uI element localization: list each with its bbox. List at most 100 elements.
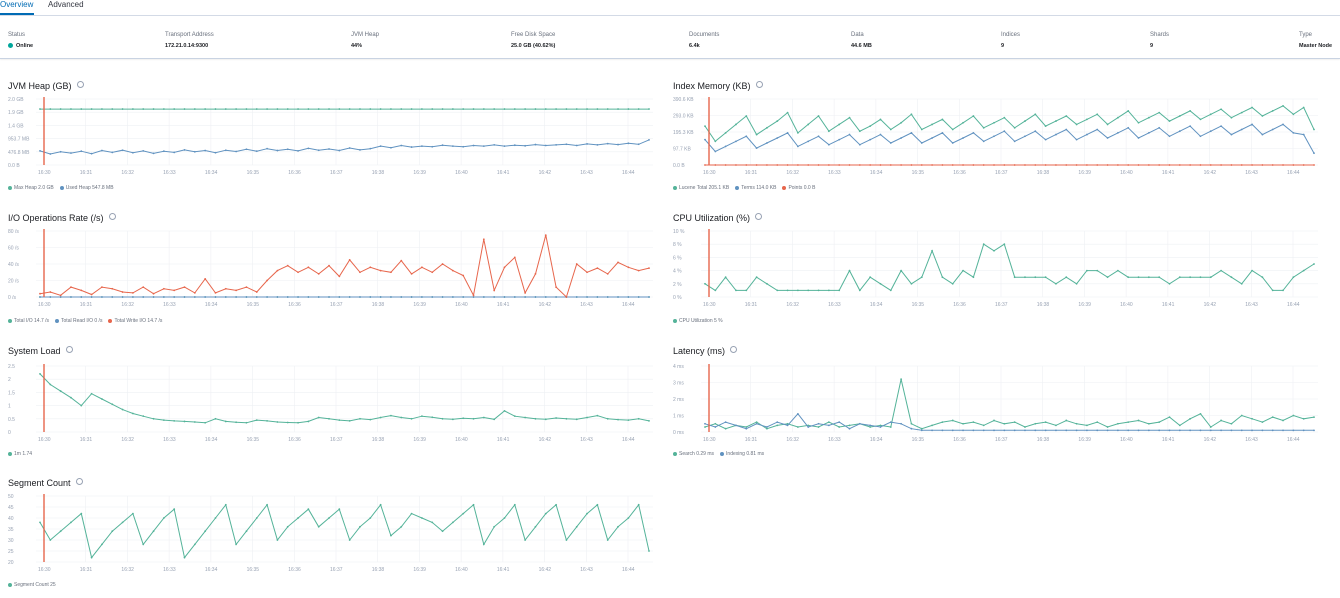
data-point <box>1147 116 1150 119</box>
data-point <box>400 296 403 298</box>
info-icon[interactable] <box>108 213 116 220</box>
y-tick-label: 40 <box>8 516 14 522</box>
y-tick-label: 953.7 MB <box>8 137 30 143</box>
data-point <box>920 164 923 166</box>
data-point <box>1127 276 1130 279</box>
data-point <box>224 296 227 298</box>
y-tick-label: 195.3 KB <box>673 130 694 136</box>
y-tick-label: 10 % <box>673 229 685 235</box>
data-point <box>1189 164 1192 166</box>
legend-item[interactable]: Terms 114.0 KB <box>735 184 776 192</box>
data-point <box>131 151 134 154</box>
data-point <box>565 539 568 541</box>
data-point <box>1261 115 1264 117</box>
x-tick-label: 16:40 <box>455 567 468 573</box>
data-point <box>245 421 248 424</box>
data-point <box>858 422 861 425</box>
data-point <box>131 108 134 110</box>
data-point <box>879 118 882 121</box>
jvm-heap-chart[interactable]: 0.0 B 476.8 MB 953.7 MB 1.4 GB 1.9 GB 2.0 GB 1… <box>8 96 658 181</box>
system-load-chart[interactable]: 0 0.5 1 1.5 2 2.5 16:30 16:31 16:32 16:33 16:34 16:… <box>8 363 658 448</box>
x-tick-label: 16:41 <box>497 567 510 573</box>
legend-item[interactable]: Used Heap 547.8 MB <box>59 184 114 192</box>
legend-label: Max Heap 2.0 GB <box>14 185 54 191</box>
data-point <box>390 534 392 537</box>
data-point <box>1178 429 1181 432</box>
data-point <box>1282 104 1284 107</box>
data-point <box>714 150 717 153</box>
legend-item[interactable]: Total Read I/O 0 /s <box>55 317 102 325</box>
data-point <box>900 269 903 272</box>
segment-count-chart[interactable]: 20 25 30 35 40 45 50 16:30 16:31 16:32 16:33 16:34 1… <box>8 493 658 578</box>
data-point <box>245 286 248 288</box>
legend-dot-icon <box>55 318 60 323</box>
data-point <box>1158 111 1161 114</box>
legend-item[interactable]: Indexing 0.81 ms <box>720 450 764 458</box>
index-memory-chart[interactable]: 0.0 B 97.7 KB 195.3 KB 293.0 KB 390.6 KB 16:3… <box>673 96 1323 181</box>
data-point <box>1024 426 1026 428</box>
data-point <box>724 421 727 423</box>
x-tick-label: 16:39 <box>413 302 426 308</box>
tab-overview[interactable]: Overview <box>0 0 34 9</box>
data-point <box>848 427 851 430</box>
summary-value: 6.4k <box>689 43 700 49</box>
data-point <box>993 135 995 138</box>
legend-item[interactable]: Segment Count 25 <box>8 581 56 589</box>
chart-title: Latency (ms) <box>673 345 738 357</box>
info-icon[interactable] <box>755 81 763 88</box>
info-icon[interactable] <box>755 213 763 220</box>
data-point <box>637 417 640 420</box>
data-point <box>1003 422 1006 425</box>
legend-item[interactable]: Lucene Total 205.1 KB <box>673 184 729 192</box>
info-icon[interactable] <box>730 346 738 353</box>
tab-bar: Overview Advanced <box>0 0 1340 16</box>
data-point <box>90 296 93 298</box>
data-point <box>1158 421 1161 423</box>
y-tick-label: 2 <box>8 377 11 383</box>
io-operations-chart[interactable]: 0 /s 20 /s 40 /s 60 /s 80 /s 16:30 16:31 16:32 1… <box>8 228 658 313</box>
x-tick-label: 16:33 <box>828 437 841 443</box>
chart-title: I/O Operations Rate (/s) <box>8 212 116 224</box>
data-point <box>162 296 165 298</box>
data-point <box>1261 133 1264 136</box>
y-tick-label: 20 <box>8 560 14 566</box>
x-tick-label: 16:34 <box>205 567 218 573</box>
data-point <box>755 133 758 136</box>
tab-advanced[interactable]: Advanced <box>48 0 84 9</box>
data-point <box>441 530 444 533</box>
data-point <box>193 296 196 298</box>
data-point <box>49 383 52 386</box>
data-point <box>255 150 258 153</box>
data-point <box>1199 429 1202 432</box>
info-icon[interactable] <box>75 478 83 485</box>
x-tick-label: 16:37 <box>330 302 343 308</box>
data-point <box>1230 429 1233 432</box>
data-point <box>1230 116 1233 119</box>
latency-chart[interactable]: 0 ms 1 ms 2 ms 3 ms 4 ms 16:30 16:31 16:32 16:33… <box>673 363 1323 448</box>
data-point <box>1209 429 1212 432</box>
data-point <box>101 543 103 546</box>
data-point <box>617 296 619 298</box>
data-point <box>524 291 527 294</box>
legend-item[interactable]: Points 0.0 B <box>782 184 815 192</box>
data-point <box>482 543 485 546</box>
x-tick-label: 16:30 <box>703 437 716 443</box>
data-point <box>1189 110 1192 112</box>
info-icon[interactable] <box>76 81 84 88</box>
legend-item[interactable]: 1m 1.74 <box>8 450 32 458</box>
legend-item[interactable]: Total Write I/O 14.7 /s <box>108 317 162 325</box>
legend-item[interactable]: Max Heap 2.0 GB <box>8 184 54 192</box>
legend-item[interactable]: Search 0.29 ms <box>673 450 714 458</box>
chart-title-text: Index Memory (KB) <box>673 81 751 91</box>
data-point <box>379 296 382 298</box>
y-tick-label: 2.5 <box>8 364 15 370</box>
data-point <box>224 108 227 110</box>
data-point <box>586 271 588 274</box>
data-point <box>462 108 465 110</box>
data-point <box>1199 164 1202 166</box>
cpu-utilization-chart[interactable]: 0 % 2 % 4 % 6 % 8 % 10 % 16:30 16:31 16:32 16:33 1… <box>673 228 1323 313</box>
data-point <box>735 164 737 166</box>
legend-item[interactable]: CPU Utilization 5 % <box>673 317 723 325</box>
legend-item[interactable]: Total I/O 14.7 /s <box>8 317 49 325</box>
info-icon[interactable] <box>65 346 73 353</box>
